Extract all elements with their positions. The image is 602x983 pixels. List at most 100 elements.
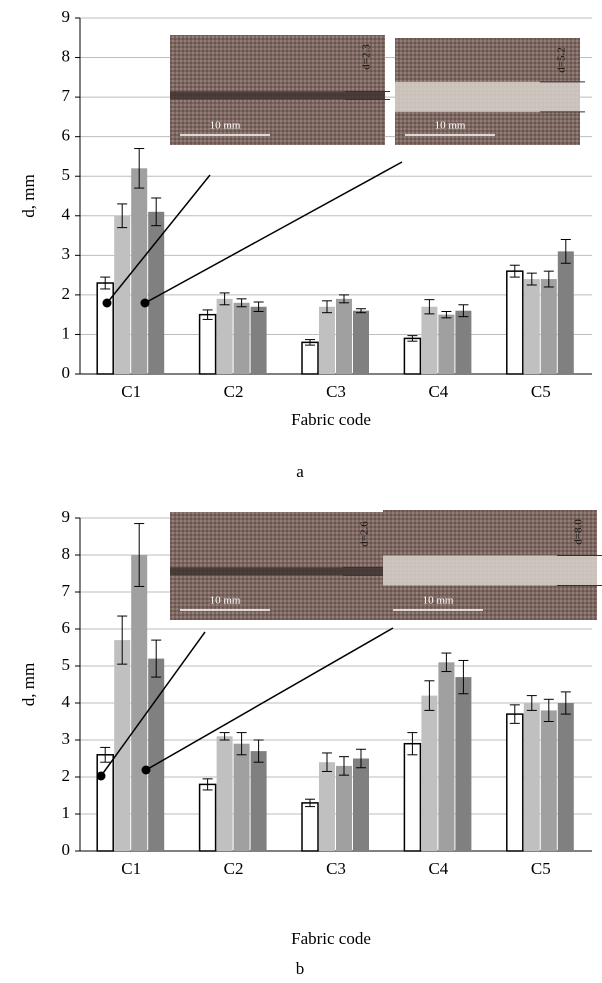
scale-label: 10 mm: [210, 595, 241, 607]
error-bar: [407, 335, 418, 342]
dim-label: d=8.0: [573, 519, 585, 545]
bar: [336, 765, 352, 851]
error-bar: [134, 523, 145, 587]
y-tick-label: 1: [62, 803, 71, 822]
bar: [301, 802, 319, 852]
leader-line: [144, 161, 403, 304]
y-tick-label: 3: [62, 729, 71, 748]
error-bar: [339, 294, 349, 304]
error-bar: [356, 308, 366, 314]
error-bar: [219, 292, 230, 306]
error-bar: [526, 695, 537, 711]
bar: [403, 742, 422, 852]
error-bar: [151, 639, 162, 678]
x-tick-label: C4: [428, 382, 448, 401]
bar: [233, 743, 250, 851]
bar: [421, 695, 438, 851]
error-bar: [100, 276, 111, 290]
bar: [114, 215, 131, 374]
bar: [557, 703, 574, 851]
error-bar: [151, 197, 162, 227]
bar: [216, 736, 233, 851]
x-tick-label: C1: [121, 382, 141, 401]
caption: a: [296, 462, 304, 481]
y-tick-label: 5: [62, 165, 71, 184]
bar: [506, 270, 524, 375]
bar: [198, 313, 217, 375]
error-bar: [441, 652, 452, 673]
error-bar: [526, 272, 537, 286]
photo-gap: [170, 91, 385, 100]
leader-line: [100, 631, 206, 777]
error-bar: [253, 739, 264, 763]
error-bar: [424, 680, 435, 711]
bar: [403, 337, 422, 375]
error-bar: [441, 311, 452, 319]
bar: [216, 298, 233, 374]
error-bar: [424, 299, 435, 315]
error-bar: [117, 203, 128, 229]
y-tick-label: 7: [62, 581, 71, 600]
error-bar: [219, 732, 230, 741]
leader-dot: [141, 765, 151, 775]
error-bar: [322, 300, 332, 314]
bar: [506, 713, 524, 852]
bar: [557, 251, 574, 374]
x-tick-label: C2: [224, 859, 244, 878]
bar: [455, 677, 472, 851]
bar: [250, 306, 267, 374]
y-tick-label: 5: [62, 655, 71, 674]
bar: [96, 282, 114, 375]
scale-label: 10 mm: [210, 120, 241, 132]
y-tick-label: 2: [62, 284, 71, 303]
x-axis-label: Fabric code: [291, 929, 371, 948]
bar: [198, 783, 217, 852]
error-bar: [509, 704, 520, 724]
y-tick-label: 2: [62, 766, 71, 785]
y-tick-label: 9: [62, 507, 71, 526]
x-tick-label: C4: [428, 859, 448, 878]
y-axis-label: d, mm: [19, 174, 38, 217]
x-tick-label: C5: [531, 382, 551, 401]
bar: [319, 762, 335, 851]
error-bar: [407, 732, 418, 756]
bar: [523, 279, 540, 374]
error-bar: [305, 798, 315, 808]
y-tick-label: 6: [62, 126, 71, 145]
y-tick-label: 4: [62, 692, 71, 711]
x-tick-label: C3: [326, 859, 346, 878]
bar: [353, 758, 369, 851]
x-axis-label: Fabric code: [291, 410, 371, 429]
error-bar: [322, 752, 332, 772]
leader-dot: [102, 298, 112, 308]
dim-label: d=2.6: [359, 521, 371, 547]
y-axis-label: d, mm: [19, 663, 38, 706]
bar: [523, 703, 540, 851]
bar: [540, 710, 557, 851]
y-tick-label: 4: [62, 205, 71, 224]
error-bar: [253, 301, 264, 313]
y-tick-label: 7: [62, 86, 71, 105]
dim-label: d=2.3: [361, 44, 373, 70]
bar: [438, 662, 455, 851]
bar: [421, 306, 438, 374]
y-tick-label: 0: [62, 840, 71, 859]
bar: [336, 298, 352, 374]
error-bar: [100, 746, 111, 763]
bar: [455, 310, 472, 374]
bar: [353, 310, 369, 374]
scale-label: 10 mm: [435, 120, 466, 132]
photo-gap: [383, 555, 597, 586]
error-bar: [458, 659, 469, 695]
error-bar: [134, 148, 145, 189]
inset-photo: [170, 35, 385, 145]
error-bar: [202, 309, 213, 320]
bar: [319, 306, 335, 374]
bar: [438, 314, 455, 374]
bar: [131, 168, 148, 374]
photo-gap: [395, 81, 580, 112]
bar: [131, 555, 148, 851]
error-bar: [202, 778, 213, 791]
y-tick-label: 6: [62, 618, 71, 637]
